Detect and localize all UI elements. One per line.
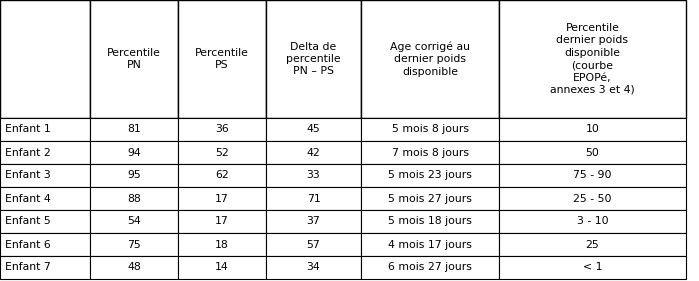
Text: 37: 37 <box>307 216 320 226</box>
Bar <box>499 164 686 187</box>
Text: 4 mois 17 jours: 4 mois 17 jours <box>388 239 472 250</box>
Bar <box>361 233 499 256</box>
Bar <box>90 0 178 118</box>
Bar <box>499 256 686 279</box>
Bar <box>0 118 90 141</box>
Text: 33: 33 <box>307 171 320 180</box>
Bar <box>178 141 266 164</box>
Bar <box>361 210 499 233</box>
Text: 5 mois 8 jours: 5 mois 8 jours <box>391 124 468 135</box>
Text: 25 - 50: 25 - 50 <box>573 194 612 203</box>
Text: 48: 48 <box>127 262 141 273</box>
Bar <box>361 187 499 210</box>
Bar <box>266 141 361 164</box>
Bar <box>499 210 686 233</box>
Text: Enfant 7: Enfant 7 <box>5 262 51 273</box>
Text: Enfant 6: Enfant 6 <box>5 239 51 250</box>
Text: Age corrigé au
dernier poids
disponible: Age corrigé au dernier poids disponible <box>390 41 470 77</box>
Bar <box>90 187 178 210</box>
Text: Percentile
PN: Percentile PN <box>107 48 161 70</box>
Text: 6 mois 27 jours: 6 mois 27 jours <box>388 262 472 273</box>
Text: 71: 71 <box>307 194 320 203</box>
Bar <box>499 233 686 256</box>
Text: 25: 25 <box>586 239 599 250</box>
Text: Enfant 2: Enfant 2 <box>5 148 51 157</box>
Bar <box>90 233 178 256</box>
Text: 18: 18 <box>215 239 229 250</box>
Bar <box>361 256 499 279</box>
Text: 57: 57 <box>307 239 320 250</box>
Text: Enfant 4: Enfant 4 <box>5 194 51 203</box>
Text: 10: 10 <box>586 124 600 135</box>
Text: 5 mois 27 jours: 5 mois 27 jours <box>388 194 472 203</box>
Bar <box>361 141 499 164</box>
Text: 14: 14 <box>215 262 229 273</box>
Bar <box>499 141 686 164</box>
Bar <box>266 210 361 233</box>
Bar <box>0 164 90 187</box>
Text: 75 - 90: 75 - 90 <box>573 171 612 180</box>
Text: < 1: < 1 <box>583 262 603 273</box>
Bar <box>266 187 361 210</box>
Text: 3 - 10: 3 - 10 <box>577 216 608 226</box>
Text: 17: 17 <box>215 194 229 203</box>
Text: 7 mois 8 jours: 7 mois 8 jours <box>391 148 468 157</box>
Bar <box>266 256 361 279</box>
Bar <box>178 0 266 118</box>
Text: 54: 54 <box>127 216 141 226</box>
Text: 75: 75 <box>127 239 141 250</box>
Bar <box>0 233 90 256</box>
Bar <box>90 141 178 164</box>
Bar <box>178 187 266 210</box>
Text: Enfant 5: Enfant 5 <box>5 216 51 226</box>
Text: 17: 17 <box>215 216 229 226</box>
Text: 52: 52 <box>215 148 229 157</box>
Bar <box>499 187 686 210</box>
Text: 88: 88 <box>127 194 141 203</box>
Text: 5 mois 18 jours: 5 mois 18 jours <box>388 216 472 226</box>
Bar <box>90 256 178 279</box>
Bar <box>90 118 178 141</box>
Bar <box>178 256 266 279</box>
Bar <box>361 0 499 118</box>
Bar <box>0 187 90 210</box>
Text: Enfant 1: Enfant 1 <box>5 124 51 135</box>
Text: 81: 81 <box>127 124 141 135</box>
Bar <box>178 118 266 141</box>
Bar <box>90 210 178 233</box>
Bar <box>0 0 90 118</box>
Text: 42: 42 <box>307 148 320 157</box>
Text: Percentile
dernier poids
disponible
(courbe
EPOPé,
annexes 3 et 4): Percentile dernier poids disponible (cou… <box>550 23 635 95</box>
Bar <box>361 118 499 141</box>
Text: 95: 95 <box>127 171 141 180</box>
Bar <box>266 164 361 187</box>
Bar <box>266 233 361 256</box>
Bar <box>0 141 90 164</box>
Bar <box>178 210 266 233</box>
Bar <box>499 0 686 118</box>
Bar <box>266 0 361 118</box>
Text: 45: 45 <box>307 124 320 135</box>
Bar <box>0 210 90 233</box>
Text: 62: 62 <box>215 171 229 180</box>
Text: Percentile
PS: Percentile PS <box>195 48 249 70</box>
Text: Enfant 3: Enfant 3 <box>5 171 51 180</box>
Text: Delta de
percentile
PN – PS: Delta de percentile PN – PS <box>286 42 341 76</box>
Text: 36: 36 <box>215 124 229 135</box>
Bar <box>361 164 499 187</box>
Text: 50: 50 <box>586 148 600 157</box>
Bar <box>178 233 266 256</box>
Bar <box>90 164 178 187</box>
Text: 5 mois 23 jours: 5 mois 23 jours <box>388 171 472 180</box>
Bar <box>0 256 90 279</box>
Bar <box>499 118 686 141</box>
Text: 94: 94 <box>127 148 141 157</box>
Bar <box>178 164 266 187</box>
Bar <box>266 118 361 141</box>
Text: 34: 34 <box>307 262 320 273</box>
